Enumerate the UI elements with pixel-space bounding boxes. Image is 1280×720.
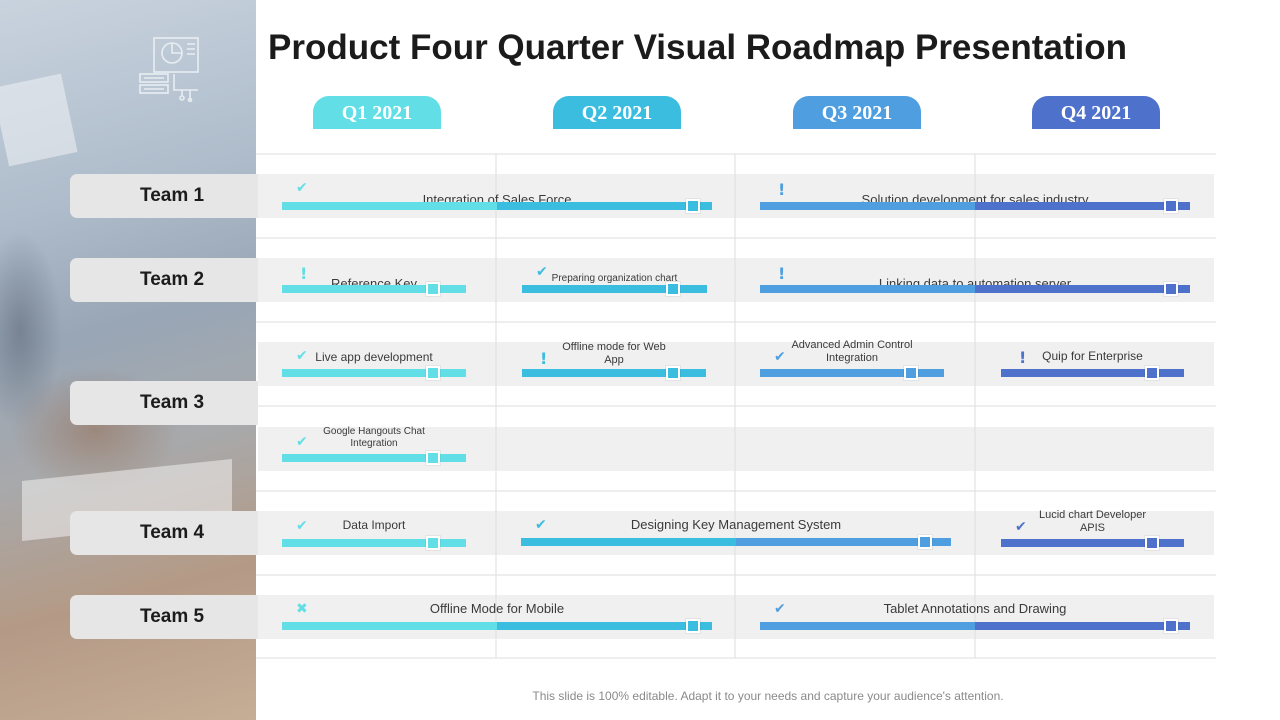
task-milestone-marker	[426, 451, 440, 465]
row-band	[258, 511, 1214, 555]
row-band	[258, 174, 1214, 218]
task-milestone-marker	[1145, 536, 1159, 550]
task-lucid-chart: ✔ Lucid chart Developer APIS	[1001, 508, 1184, 554]
check-icon: ✔	[535, 517, 547, 533]
task-data-import: ✔ Data Import	[282, 518, 466, 554]
task-solution-development: ! Solution development for sales industr…	[760, 180, 1190, 216]
task-milestone-marker	[1164, 619, 1178, 633]
check-icon: ✔	[774, 601, 786, 617]
check-icon: ✔	[296, 434, 308, 450]
task-admin-control: ✔ Advanced Admin Control Integration	[760, 338, 944, 384]
check-icon: ✔	[536, 264, 548, 280]
task-milestone-marker	[1164, 199, 1178, 213]
alert-icon: !	[778, 264, 786, 283]
task-label: Data Import	[342, 518, 406, 532]
task-milestone-marker	[918, 535, 932, 549]
task-progress-bar	[1001, 369, 1184, 377]
task-label: Designing Key Management System	[630, 517, 842, 532]
task-linking-data: ! Linking data to automation server	[760, 264, 1190, 300]
task-label: Quip for Enterprise	[1042, 349, 1143, 363]
task-milestone-marker	[686, 619, 700, 633]
team-label-1: Team 1	[70, 174, 258, 218]
alert-icon: !	[778, 180, 786, 199]
task-tablet-annotations: ✔ Tablet Annotations and Drawing	[760, 601, 1190, 637]
task-progress-bar	[1001, 539, 1184, 547]
task-key-management: ✔ Designing Key Management System	[521, 517, 951, 553]
presentation-chart-icon	[139, 37, 199, 102]
task-progress-bar	[282, 622, 712, 630]
task-milestone-marker	[666, 282, 680, 296]
task-progress-bar	[522, 369, 706, 377]
task-progress-bar	[282, 202, 712, 210]
alert-icon: !	[300, 264, 308, 283]
check-icon: ✔	[1015, 519, 1027, 535]
task-milestone-marker	[904, 366, 918, 380]
task-offline-mobile: ✖ Offline Mode for Mobile	[282, 601, 712, 637]
task-progress-bar	[760, 369, 944, 377]
task-label: Advanced Admin Control Integration	[791, 339, 913, 364]
quarter-tab-q2: Q2 2021	[553, 96, 681, 129]
footer-note: This slide is 100% editable. Adapt it to…	[532, 689, 1004, 703]
alert-icon: !	[1019, 348, 1027, 367]
task-progress-bar	[760, 622, 1190, 630]
task-google-hangouts: ✔ Google Hangouts Chat Integration	[282, 424, 466, 468]
task-label: Offline mode for Web App	[562, 341, 666, 366]
task-label: Tablet Annotations and Drawing	[883, 601, 1067, 616]
task-progress-bar	[760, 285, 1190, 293]
quarter-tab-q3: Q3 2021	[793, 96, 921, 129]
task-milestone-marker	[426, 366, 440, 380]
task-offline-web-app: ! Offline mode for Web App	[522, 340, 706, 384]
task-label: Preparing organization chart	[551, 273, 678, 284]
task-organization-chart: ✔ Preparing organization chart	[522, 264, 707, 300]
task-milestone-marker	[1164, 282, 1178, 296]
alert-icon: !	[540, 349, 548, 368]
team-label-2: Team 2	[70, 258, 258, 302]
task-label: Live app development	[315, 350, 433, 364]
page-title: Product Four Quarter Visual Roadmap Pres…	[268, 28, 1127, 67]
task-milestone-marker	[666, 366, 680, 380]
team-label-5: Team 5	[70, 595, 258, 639]
task-reference-key: ! Reference Key	[282, 264, 466, 300]
row-band	[258, 595, 1214, 639]
cross-icon: ✖	[296, 601, 308, 617]
task-label: Google Hangouts Chat Integration	[323, 426, 425, 449]
check-icon: ✔	[774, 349, 786, 365]
team-label-3: Team 3	[70, 381, 258, 425]
task-milestone-marker	[426, 282, 440, 296]
quarter-tab-q1: Q1 2021	[313, 96, 441, 129]
task-label: Offline Mode for Mobile	[429, 601, 565, 616]
task-live-app: ✔ Live app development	[282, 348, 466, 384]
team-label-4: Team 4	[70, 511, 258, 555]
task-progress-bar	[521, 538, 951, 546]
check-icon: ✔	[296, 180, 308, 196]
row-band	[258, 427, 1214, 471]
photo-paper-sheet	[0, 73, 78, 167]
quarter-tab-q4: Q4 2021	[1032, 96, 1160, 129]
row-band	[258, 342, 1214, 386]
task-progress-bar	[282, 369, 466, 377]
check-icon: ✔	[296, 518, 308, 534]
check-icon: ✔	[296, 348, 308, 364]
row-band	[258, 258, 1214, 302]
task-progress-bar	[282, 454, 466, 462]
task-milestone-marker	[1145, 366, 1159, 380]
task-progress-bar	[760, 202, 1190, 210]
task-sales-force: ✔ Integration of Sales Force	[282, 180, 712, 216]
task-quip: ! Quip for Enterprise	[1001, 348, 1184, 384]
task-milestone-marker	[426, 536, 440, 550]
task-progress-bar	[282, 539, 466, 547]
task-progress-bar	[522, 285, 707, 293]
task-milestone-marker	[686, 199, 700, 213]
task-progress-bar	[282, 285, 466, 293]
task-label: Lucid chart Developer APIS	[1038, 509, 1146, 534]
